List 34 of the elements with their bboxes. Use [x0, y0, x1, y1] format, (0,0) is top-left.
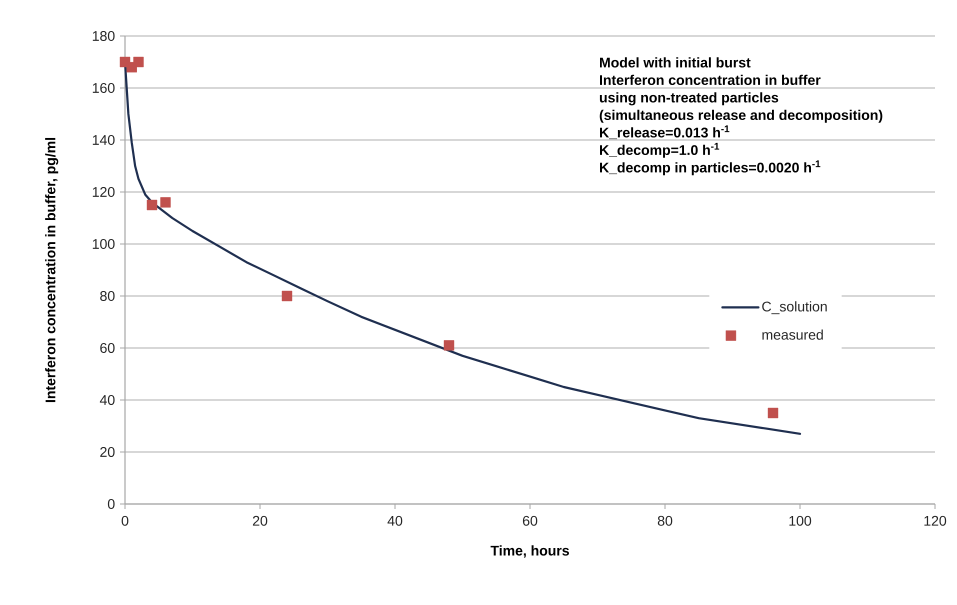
- x-tick-label: 60: [522, 516, 538, 526]
- annotation: Interferon concentration in buffer: [600, 74, 821, 86]
- point: [146, 200, 158, 210]
- y-tick-label: 80: [100, 291, 115, 301]
- x-tick-label: 40: [388, 516, 402, 526]
- point: [768, 408, 778, 418]
- y-tick-label: 140: [92, 135, 115, 145]
- legend-label: C_solution: [762, 301, 827, 314]
- legend-label: measured: [762, 329, 823, 340]
- y-tick-label: 40: [100, 395, 115, 405]
- y-tick-label: 120: [92, 187, 115, 197]
- x-tick-label: 120: [924, 516, 946, 526]
- annotation: K_decomp in particles=0.0020 h$^{-1}$: [600, 160, 820, 176]
- y-axis-title: Interferon concentration in buffer, pg/ml: [45, 138, 58, 402]
- y-tick-label: 60: [100, 343, 115, 353]
- x-tick-label: 80: [658, 516, 672, 526]
- annotation: K_release=0.013 h$^{-1}$: [600, 125, 730, 140]
- x-axis-title: Time, hours: [490, 545, 569, 558]
- y-tick-label: 100: [92, 239, 115, 249]
- point: [133, 56, 144, 68]
- y-tick-label: 0: [108, 499, 115, 509]
- point: [282, 290, 292, 302]
- point: [444, 340, 454, 351]
- y-tick-label: 160: [92, 83, 115, 93]
- annotation: K_decomp=1.0 h$^{-1}$: [600, 142, 720, 158]
- x-tick-label: 100: [789, 516, 812, 526]
- annotation: (simultaneous release and decomposition): [600, 110, 882, 123]
- y-tick-label: 180: [92, 31, 115, 41]
- x-tick-label: 0: [122, 516, 128, 526]
- x-tick-label: 20: [252, 516, 268, 526]
- annotation: Model with initial burst: [600, 57, 751, 68]
- y-tick-label: 20: [100, 447, 115, 457]
- annotation: using non-treated particles: [600, 92, 778, 106]
- point: [160, 197, 171, 208]
